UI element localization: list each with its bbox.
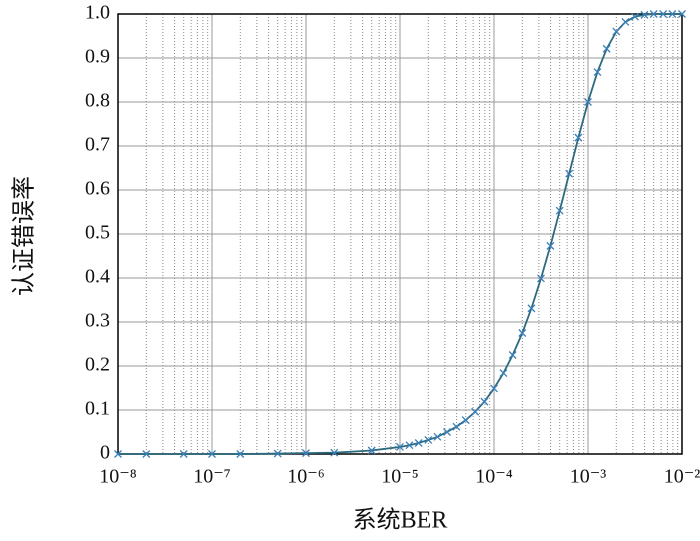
marker [593,68,602,77]
marker [574,133,583,142]
y-tick-label: 0.9 [85,46,110,68]
y-tick-label: 0.1 [85,398,110,420]
y-tick-label: 0.3 [85,310,110,332]
marker [433,432,442,441]
marker [424,435,433,444]
y-tick-label: 0.6 [85,178,110,200]
marker [555,206,564,215]
marker [490,384,498,393]
marker [508,351,517,359]
marker [499,369,508,377]
y-axis-title: 认证错误率 [11,176,38,296]
y-tick-label: 1.0 [85,2,110,24]
marker [236,450,245,458]
y-tick-label: 0 [100,442,110,464]
marker [480,397,489,406]
marker [612,27,621,36]
marker [179,450,188,458]
marker [461,416,470,425]
y-tick-label: 0.8 [85,90,110,112]
marker [546,241,555,250]
marker [443,428,451,436]
plot-frame [117,13,683,455]
marker [414,439,423,447]
marker [142,450,151,458]
x-tick-label: 10⁻⁴ [475,466,513,488]
marker [678,10,686,18]
marker [405,441,414,450]
marker [330,448,339,457]
marker [621,17,630,26]
marker [367,446,376,455]
y-tick-label: 0.5 [85,222,110,244]
x-tick-label: 10⁻⁸ [99,466,137,488]
marker [668,10,677,18]
marker [396,443,404,451]
marker [518,329,527,337]
marker [471,407,480,416]
x-axis-title: 系统BER [353,507,448,534]
x-tick-label: 10⁻⁶ [287,466,325,488]
series-line [118,13,682,455]
marker [565,169,574,178]
marker [527,304,536,313]
marker [208,450,216,458]
marker [302,449,310,458]
y-tick-label: 0.4 [85,266,110,288]
x-tick-label: 10⁻² [664,466,700,488]
marker [537,274,545,283]
y-tick-label: 0.7 [85,134,110,156]
marker [114,450,122,458]
y-tick-label: 0.2 [85,354,110,376]
x-tick-label: 10⁻³ [570,466,607,488]
marker [649,10,658,18]
marker [452,422,461,431]
marker [273,449,282,458]
x-tick-label: 10⁻⁵ [381,466,419,488]
marker [640,10,649,19]
x-tick-label: 10⁻⁷ [193,466,231,488]
marker [631,12,639,21]
marker [584,98,592,106]
marker [659,10,668,18]
marker [602,44,611,53]
